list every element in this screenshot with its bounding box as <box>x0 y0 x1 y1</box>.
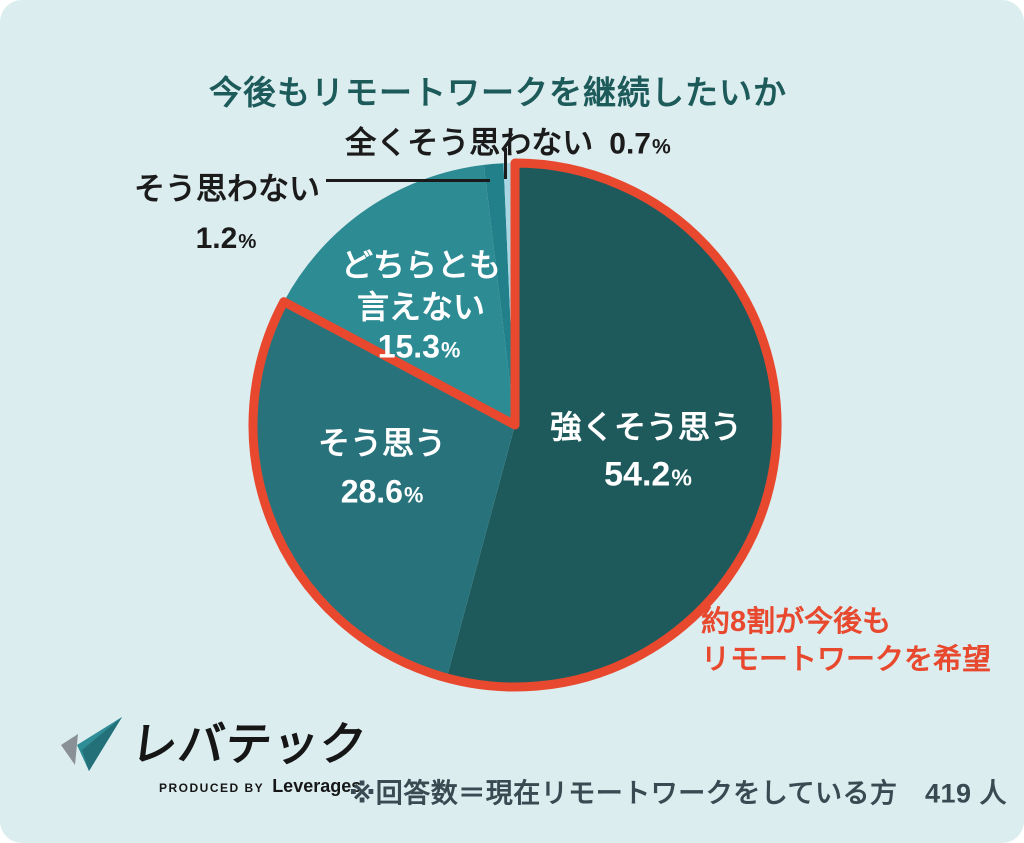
produced-by-text: PRODUCED BY <box>159 781 265 795</box>
pie-slice-2 <box>283 164 515 426</box>
pie-slice-1 <box>252 301 515 678</box>
brand-logo: レバテック PRODUCED BY Leverages <box>58 708 370 803</box>
label-tsuyoku-sou-omou: 強くそう思う <box>549 409 743 445</box>
percent-sign: % <box>671 464 692 491</box>
label-zenku-omowanai-pct: 0.7 % <box>609 127 671 161</box>
label-zenku-omowanai-text: 全くそう思わない <box>345 125 594 161</box>
percent-sign: % <box>238 231 257 253</box>
highlight-callout: 約8割が今後も リモートワークを希望 <box>701 603 991 679</box>
pie-slice-3 <box>483 163 515 426</box>
checkmark-logo-icon <box>61 717 122 771</box>
label-tsuyoku-sou-omou-pct: 54.2 % <box>604 455 692 494</box>
highlight-callout-line1: 約8割が今後も <box>701 606 892 638</box>
label-dochira-pct: 15.3 % <box>377 328 461 365</box>
label-sou-omowanai: そう思わない <box>134 171 320 207</box>
company-name-text: Leverages <box>272 776 362 796</box>
label-sou-omou: そう思う <box>317 425 447 461</box>
leader-line-zenku-omowanai <box>504 148 507 179</box>
highlight-callout-line2: リモートワークを希望 <box>701 644 992 676</box>
pie-slice-0 <box>446 163 777 688</box>
percent-sign: % <box>440 337 461 363</box>
brand-logo-text: レバテック <box>128 718 370 770</box>
highlight-outline <box>248 158 782 692</box>
label-sou-omowanai-pct: 1.2 % <box>195 222 257 255</box>
label-dochira-line1: どちらとも <box>340 247 502 283</box>
brand-logo-subtext: PRODUCED BY Leverages <box>159 776 361 797</box>
label-zenku-omowanai: 全くそう思わない 0.7 % <box>345 118 670 163</box>
percent-sign: % <box>403 482 424 508</box>
label-dochira-line2: 言えない <box>356 289 486 325</box>
label-sou-omou-pct: 28.6 % <box>340 473 424 510</box>
leader-line-sou-omowanai <box>326 179 490 182</box>
percent-sign: % <box>651 135 671 159</box>
footer-note: ※回答数＝現在リモートワークをしている方 419 人 <box>349 778 1007 809</box>
page-title: 今後もリモートワークを継続したいか <box>209 74 787 111</box>
